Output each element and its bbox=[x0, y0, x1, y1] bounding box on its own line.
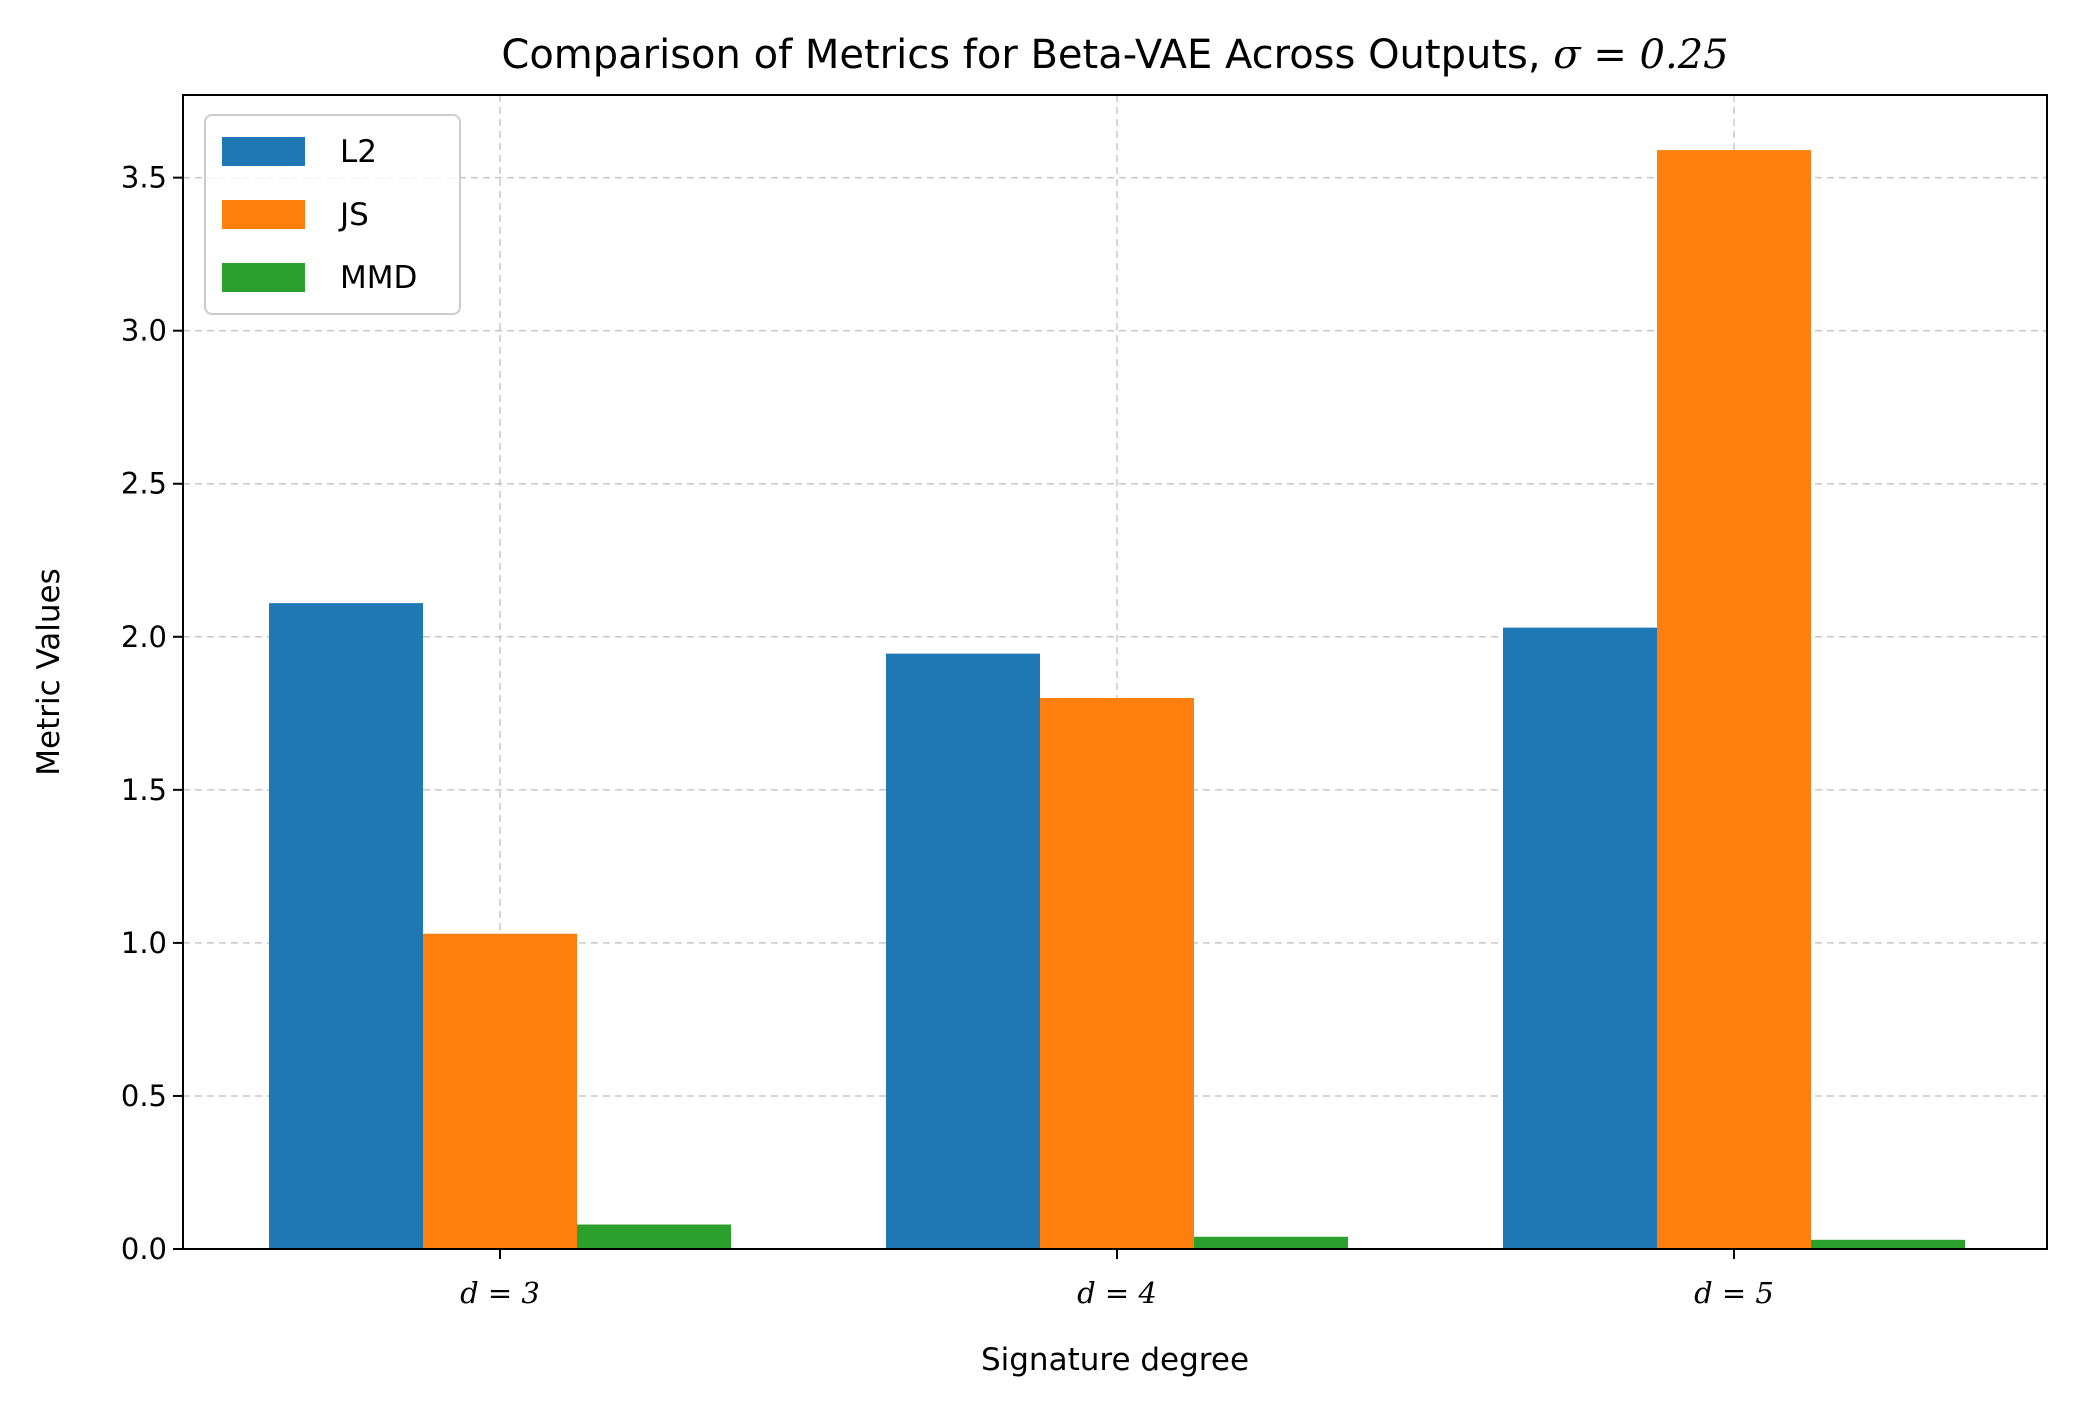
y-tick-label: 2.5 bbox=[121, 467, 167, 501]
x-tick-label-d-3: d = 3 bbox=[460, 1276, 540, 1310]
bar-layer bbox=[269, 150, 1965, 1249]
y-tick-label: 1.5 bbox=[121, 773, 167, 807]
y-tick-label: 0.0 bbox=[121, 1232, 167, 1266]
bar-js-d-3 bbox=[423, 933, 577, 1249]
x-axis-title: Signature degree bbox=[981, 1342, 1249, 1378]
legend: L2 JS MMD bbox=[204, 114, 461, 315]
legend-swatch-mmd bbox=[222, 263, 305, 292]
x-tick-label-d-5: d = 5 bbox=[1694, 1276, 1774, 1310]
y-tick-label: 1.0 bbox=[121, 926, 167, 960]
bar-l2-d-4 bbox=[886, 653, 1040, 1249]
bar-l2-d-3 bbox=[269, 603, 423, 1249]
x-tick-label-d-4: d = 4 bbox=[1077, 1276, 1157, 1310]
y-tick-label: 2.0 bbox=[121, 620, 167, 654]
legend-label-mmd: MMD bbox=[340, 260, 417, 296]
bar-js-d-4 bbox=[1040, 698, 1194, 1249]
bar-js-d-5 bbox=[1657, 150, 1811, 1249]
y-tick-label: 3.0 bbox=[121, 314, 167, 348]
legend-label-l2: L2 bbox=[340, 134, 377, 170]
plot-frame bbox=[182, 94, 2048, 1250]
bar-mmd-d-4 bbox=[1194, 1236, 1348, 1249]
tick-layer: 0.0 0.5 1.0 1.5 2.0 2.5 3.0 3.5 d = 3 d = 4 d = 5 bbox=[121, 161, 1774, 1310]
chart-title: Comparison of Metrics for Beta-VAE Acros… bbox=[501, 32, 1728, 78]
legend-label-js: JS bbox=[338, 197, 369, 233]
y-tick-label: 0.5 bbox=[121, 1079, 167, 1113]
legend-swatch-js bbox=[222, 200, 305, 229]
y-tick-label: 3.5 bbox=[121, 161, 167, 195]
y-axis-title: Metric Values bbox=[31, 568, 67, 776]
bar-l2-d-5 bbox=[1503, 627, 1657, 1249]
bar-mmd-d-3 bbox=[577, 1224, 731, 1249]
legend-swatch-l2 bbox=[222, 137, 305, 166]
bar-mmd-d-5 bbox=[1811, 1239, 1965, 1249]
